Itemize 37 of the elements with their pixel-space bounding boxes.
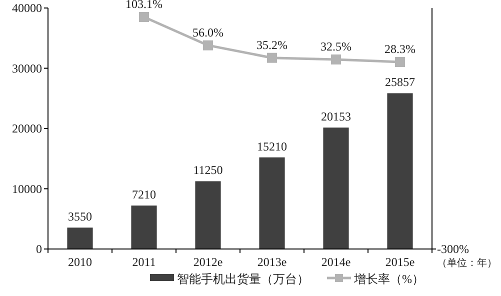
- data-label: 32.5%: [320, 39, 352, 54]
- point: [139, 12, 149, 22]
- data-label: 25857: [385, 75, 415, 90]
- legend-label: 智能手机出货量（万台）: [177, 272, 309, 286]
- data-label: 103.1%: [126, 0, 162, 11]
- data-label: 56.0%: [192, 25, 224, 40]
- x-tick-label: 2012e: [193, 255, 223, 269]
- data-label: 28.3%: [384, 42, 416, 56]
- y-tick-label: 10000: [12, 182, 42, 196]
- bar: [195, 181, 221, 249]
- point: [267, 52, 277, 63]
- bar: [67, 228, 93, 249]
- data-label: 15210: [257, 139, 287, 154]
- x-tick-label: 2010: [68, 255, 92, 269]
- bar: [259, 157, 285, 249]
- text: （单位：年）: [437, 257, 497, 269]
- x-tick-label: 2014e: [321, 255, 351, 269]
- text: -300%: [437, 242, 469, 256]
- y-tick-label: 20000: [12, 122, 42, 136]
- x-tick-label: 2011: [132, 255, 156, 269]
- data-label: 11250: [193, 163, 223, 178]
- y-tick-label: 40000: [12, 1, 42, 15]
- bar: [387, 93, 413, 249]
- y-tick-label: 0: [36, 242, 42, 256]
- data-label: 7210: [132, 188, 156, 202]
- y-tick-label: 30000: [12, 61, 42, 76]
- bar: [131, 206, 157, 249]
- data-label: 20153: [321, 110, 351, 124]
- legend-label: 增长率（%）: [353, 272, 424, 286]
- data-label: 35.2%: [256, 38, 288, 52]
- data-label: 3550: [68, 210, 92, 224]
- x-tick-label: 2015e: [385, 255, 415, 269]
- point: [395, 57, 405, 67]
- point: [331, 54, 341, 64]
- x-tick-label: 2013e: [257, 255, 287, 269]
- point: [203, 40, 213, 50]
- bar: [323, 128, 349, 249]
